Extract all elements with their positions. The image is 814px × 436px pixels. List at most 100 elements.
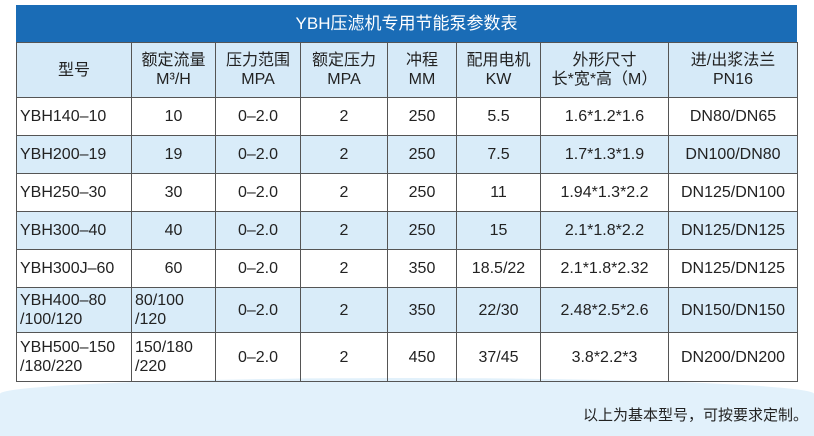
column-header: 额定流量 M³/H <box>131 42 216 98</box>
table-row: YBH300–40 40 0–2.0 2 250 15 2.1*1.8*2.2 DN125/D… <box>16 211 798 250</box>
table-cell: 2 <box>300 135 388 174</box>
column-header: 冲程 MM <box>387 42 457 98</box>
cell-line: 150/180 <box>135 339 193 356</box>
table-cell: 37/45 <box>456 332 541 382</box>
table-cell: 2 <box>300 173 388 212</box>
table-cell: 450 <box>387 332 457 382</box>
table-cell: 2.48*2.5*2.6 <box>540 287 669 333</box>
header-text: 进/出浆法兰 <box>690 52 776 69</box>
header-text: 压力范围 <box>225 52 290 69</box>
table-title: YBH压滤机专用节能泵参数表 <box>16 5 797 42</box>
table-cell: 80/100/120 <box>131 287 216 333</box>
header-text: 型号 <box>57 61 90 79</box>
param-table: 型号 额定流量 M³/H 压力范围 MPA 额定压力 MPA 冲程 MM 配用电机 KW 外形尺寸长*… <box>16 42 798 382</box>
table-cell: DN125/DN125 <box>668 249 798 288</box>
table-cell: YBH140–10 <box>16 97 132 136</box>
header-text: 配用电机 <box>466 52 531 69</box>
table-cell: 150/180/220 <box>131 332 216 382</box>
table-cell: 250 <box>387 97 457 136</box>
footer-note: 以上为基本型号，可按要求定制。 <box>582 407 808 424</box>
table-cell: 18.5/22 <box>456 249 541 288</box>
column-header: 型号 <box>16 42 132 98</box>
cell-line: YBH400–80 <box>20 292 107 309</box>
table-cell: 30 <box>131 173 216 212</box>
table-row: YBH200–19 19 0–2.0 2 250 7.5 1.7*1.3*1.9 DN100/… <box>16 135 798 174</box>
table-row: YBH300J–60 60 0–2.0 2 350 18.5/22 2.1*1.8*2.32… <box>16 249 798 288</box>
table-cell: 11 <box>456 173 541 212</box>
header-text: 外形尺寸 <box>572 52 637 69</box>
background-wave <box>0 378 814 436</box>
table-cell: 10 <box>131 97 216 136</box>
table-cell: DN125/DN125 <box>668 211 798 250</box>
table-cell: DN200/DN200 <box>668 332 798 382</box>
column-header: 压力范围 MPA <box>215 42 301 98</box>
header-text: PN16 <box>712 71 754 88</box>
cell-line: /100/120 <box>20 311 83 328</box>
table-cell: 2 <box>300 249 388 288</box>
table-cell: YBH200–19 <box>16 135 132 174</box>
column-header: 外形尺寸长*宽*高（M） <box>540 42 669 98</box>
table-cell: 3.8*2.2*3 <box>540 332 669 382</box>
column-header: 进/出浆法兰 PN16 <box>668 42 798 98</box>
table-row: YBH400–80/100/120 80/100/120 0–2.0 2 350 22/3… <box>16 287 798 333</box>
cell-line: 80/100 <box>135 292 184 309</box>
table-cell: YBH500–150/180/220 <box>16 332 132 382</box>
table-cell: YBH300J–60 <box>16 249 132 288</box>
header-text: M³/H <box>156 71 191 88</box>
table-cell: 2 <box>300 97 388 136</box>
cell-line: /180/220 <box>20 358 83 375</box>
table-row: YBH500–150/180/220 150/180/220 0–2.0 2 450 37… <box>16 332 798 382</box>
param-table-container: YBH压滤机专用节能泵参数表 型号 额定流量 M³/H 压力范围 MPA 额定压力 MPA 冲… <box>16 5 798 382</box>
table-cell: YBH250–30 <box>16 173 132 212</box>
table-cell: 250 <box>387 135 457 174</box>
table-cell: 1.6*1.2*1.6 <box>540 97 669 136</box>
table-cell: 0–2.0 <box>215 332 301 382</box>
table-cell: 19 <box>131 135 216 174</box>
table-cell: 2 <box>300 332 388 382</box>
table-cell: 7.5 <box>456 135 541 174</box>
header-text: 长*宽*高（M） <box>551 71 658 88</box>
table-cell: 15 <box>456 211 541 250</box>
table-cell: 1.94*1.3*2.2 <box>540 173 669 212</box>
table-cell: 2.1*1.8*2.32 <box>540 249 669 288</box>
table-cell: DN100/DN80 <box>668 135 798 174</box>
column-header: 额定压力 MPA <box>300 42 388 98</box>
header-text: MPA <box>327 71 361 88</box>
header-text: 冲程 <box>405 52 438 69</box>
table-cell: 350 <box>387 287 457 333</box>
table-cell: 22/30 <box>456 287 541 333</box>
table-cell: 0–2.0 <box>215 211 301 250</box>
header-text: MM <box>408 71 436 88</box>
table-cell: 2.1*1.8*2.2 <box>540 211 669 250</box>
table-cell: DN125/DN100 <box>668 173 798 212</box>
table-cell: 2 <box>300 211 388 250</box>
table-cell: 0–2.0 <box>215 249 301 288</box>
table-cell: YBH400–80/100/120 <box>16 287 132 333</box>
table-cell: 250 <box>387 173 457 212</box>
table-cell: 0–2.0 <box>215 135 301 174</box>
header-text: 额定压力 <box>311 52 376 69</box>
table-cell: YBH300–40 <box>16 211 132 250</box>
column-header: 配用电机 KW <box>456 42 541 98</box>
cell-line: /220 <box>135 358 167 375</box>
header-text: KW <box>485 71 512 88</box>
header-row: 型号 额定流量 M³/H 压力范围 MPA 额定压力 MPA 冲程 MM 配用电机 KW 外形尺寸长*… <box>16 42 798 98</box>
table-cell: 2 <box>300 287 388 333</box>
table-cell: 0–2.0 <box>215 97 301 136</box>
table-row: YBH140–10 10 0–2.0 2 250 5.5 1.6*1.2*1.6 DN80/D… <box>16 97 798 136</box>
table-cell: 60 <box>131 249 216 288</box>
table-cell: 40 <box>131 211 216 250</box>
table-cell: 250 <box>387 211 457 250</box>
header-text: MPA <box>241 71 275 88</box>
table-cell: 350 <box>387 249 457 288</box>
table-cell: DN150/DN150 <box>668 287 798 333</box>
table-row: YBH250–30 30 0–2.0 2 250 11 1.94*1.3*2.2 DN125/… <box>16 173 798 212</box>
cell-line: /120 <box>135 311 167 328</box>
cell-line: YBH500–150 <box>20 339 116 356</box>
table-cell: 0–2.0 <box>215 287 301 333</box>
table-cell: 5.5 <box>456 97 541 136</box>
table-cell: DN80/DN65 <box>668 97 798 136</box>
table-cell: 1.7*1.3*1.9 <box>540 135 669 174</box>
table-cell: 0–2.0 <box>215 173 301 212</box>
header-text: 额定流量 <box>141 52 206 69</box>
